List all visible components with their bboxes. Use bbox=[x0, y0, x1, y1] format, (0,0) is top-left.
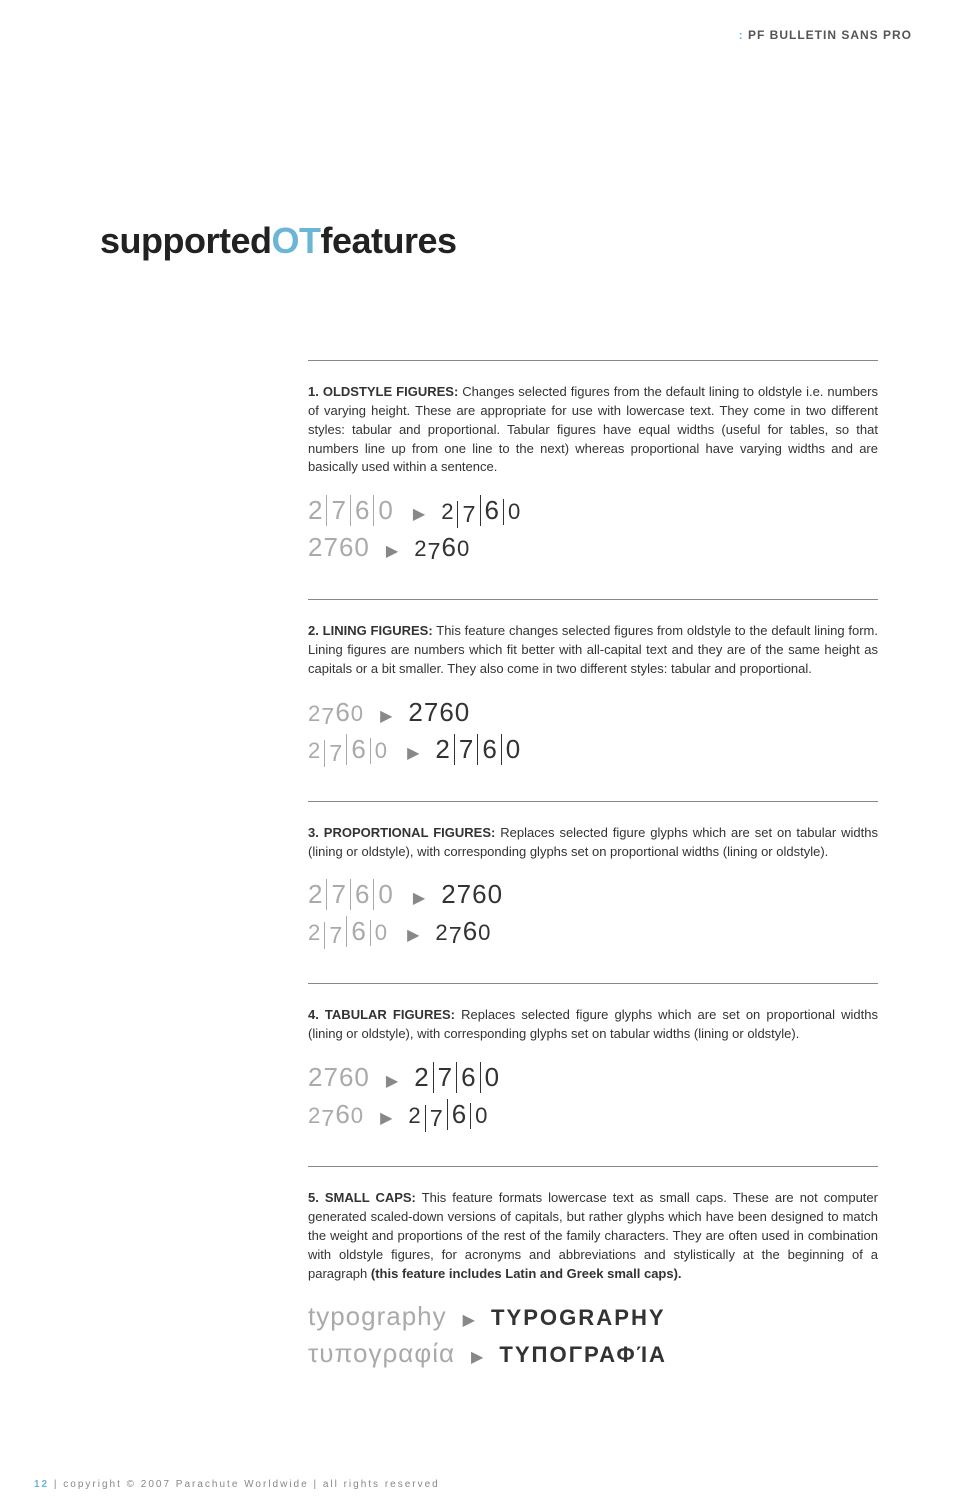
example-before: 2760 bbox=[308, 697, 364, 728]
header-brand: : PF BULLETIN SANS PRO bbox=[739, 28, 912, 42]
example-after: ΤΥΠΟΓΡΑΦΊΑ bbox=[499, 1338, 667, 1369]
example-before: 2760 bbox=[308, 916, 391, 947]
example-after: 2760 bbox=[441, 879, 503, 910]
arrow-icon: ▶ bbox=[407, 925, 419, 945]
examples: 2760 ▶ 2760 2760 ▶ 2760 bbox=[308, 1062, 878, 1130]
section-description: 2. LINING FIGURES: This feature changes … bbox=[308, 622, 878, 679]
examples: 2760 ▶ 2760 2760 ▶ 2760 bbox=[308, 697, 878, 765]
examples: 2760 ▶ 2760 2760 ▶ 2760 bbox=[308, 879, 878, 947]
brand-marker: : bbox=[739, 28, 744, 42]
example-before: 2760 bbox=[308, 1099, 364, 1130]
brand-name: PF BULLETIN SANS PRO bbox=[748, 28, 912, 42]
section-lead: 2. LINING FIGURES: bbox=[308, 623, 433, 638]
arrow-icon: ▶ bbox=[386, 1071, 398, 1091]
footer: 12 | copyright © 2007 Parachute Worldwid… bbox=[34, 1479, 440, 1490]
example-after: 2760 bbox=[441, 495, 524, 526]
example-row: 2760 ▶ 2760 bbox=[308, 1062, 878, 1093]
feature-section: 1. OLDSTYLE FIGURES: Changes selected fi… bbox=[308, 360, 878, 599]
page-title: supportedOTfeatures bbox=[100, 220, 457, 262]
title-pre: supported bbox=[100, 220, 272, 261]
section-description: 4. TABULAR FIGURES: Replaces selected fi… bbox=[308, 1006, 878, 1044]
example-after: 2760 bbox=[435, 916, 491, 947]
section-lead: 1. OLDSTYLE FIGURES: bbox=[308, 384, 458, 399]
example-row: 2760 ▶ 2760 bbox=[308, 697, 878, 728]
example-row: typography ▶ TYPOGRAPHY bbox=[308, 1301, 878, 1332]
section-description: 5. SMALL CAPS: This feature formats lowe… bbox=[308, 1189, 878, 1283]
section-lead: 3. PROPORTIONAL FIGURES: bbox=[308, 825, 495, 840]
arrow-icon: ▶ bbox=[413, 888, 425, 908]
feature-section: 3. PROPORTIONAL FIGURES: Replaces select… bbox=[308, 801, 878, 984]
arrow-icon: ▶ bbox=[407, 743, 419, 763]
example-before: 2760 bbox=[308, 495, 397, 526]
section-lead: 5. SMALL CAPS: bbox=[308, 1190, 416, 1205]
example-row: 2760 ▶ 2760 bbox=[308, 495, 878, 526]
example-after: 2760 bbox=[408, 1099, 491, 1130]
example-before: 2760 bbox=[308, 532, 370, 563]
example-after: 2760 bbox=[408, 697, 470, 728]
examples: 2760 ▶ 2760 2760 ▶ 2760 bbox=[308, 495, 878, 563]
arrow-icon: ▶ bbox=[386, 541, 398, 561]
page-number: 12 bbox=[34, 1479, 49, 1490]
arrow-icon: ▶ bbox=[471, 1347, 483, 1367]
section-description: 1. OLDSTYLE FIGURES: Changes selected fi… bbox=[308, 383, 878, 477]
title-post: features bbox=[321, 220, 457, 261]
section-note: (this feature includes Latin and Greek s… bbox=[371, 1266, 682, 1281]
content-column: 1. OLDSTYLE FIGURES: Changes selected fi… bbox=[308, 360, 878, 1405]
example-row: 2760 ▶ 2760 bbox=[308, 1099, 878, 1130]
feature-section: 2. LINING FIGURES: This feature changes … bbox=[308, 599, 878, 801]
feature-section: 5. SMALL CAPS: This feature formats lowe… bbox=[308, 1166, 878, 1405]
feature-section: 4. TABULAR FIGURES: Replaces selected fi… bbox=[308, 983, 878, 1166]
example-row: 2760 ▶ 2760 bbox=[308, 734, 878, 765]
title-mid: OT bbox=[272, 220, 321, 261]
example-row: 2760 ▶ 2760 bbox=[308, 532, 878, 563]
example-row: 2760 ▶ 2760 bbox=[308, 916, 878, 947]
example-before: 2760 bbox=[308, 1062, 370, 1093]
example-after: 2760 bbox=[414, 532, 470, 563]
examples: typography ▶ TYPOGRAPHY τυπογραφία ▶ ΤΥΠΟΓΡΑΦ… bbox=[308, 1301, 878, 1369]
example-before: τυπογραφία bbox=[308, 1338, 455, 1369]
arrow-icon: ▶ bbox=[380, 1108, 392, 1128]
arrow-icon: ▶ bbox=[380, 706, 392, 726]
arrow-icon: ▶ bbox=[413, 504, 425, 524]
example-before: 2760 bbox=[308, 879, 397, 910]
example-after: TYPOGRAPHY bbox=[491, 1301, 666, 1332]
example-row: τυπογραφία ▶ ΤΥΠΟΓΡΑΦΊΑ bbox=[308, 1338, 878, 1369]
footer-text: | copyright © 2007 Parachute Worldwide |… bbox=[49, 1479, 440, 1490]
example-row: 2760 ▶ 2760 bbox=[308, 879, 878, 910]
section-description: 3. PROPORTIONAL FIGURES: Replaces select… bbox=[308, 824, 878, 862]
example-before: 2760 bbox=[308, 734, 391, 765]
example-after: 2760 bbox=[435, 734, 524, 765]
section-lead: 4. TABULAR FIGURES: bbox=[308, 1007, 455, 1022]
example-after: 2760 bbox=[414, 1062, 503, 1093]
example-before: typography bbox=[308, 1301, 447, 1332]
arrow-icon: ▶ bbox=[463, 1310, 475, 1330]
